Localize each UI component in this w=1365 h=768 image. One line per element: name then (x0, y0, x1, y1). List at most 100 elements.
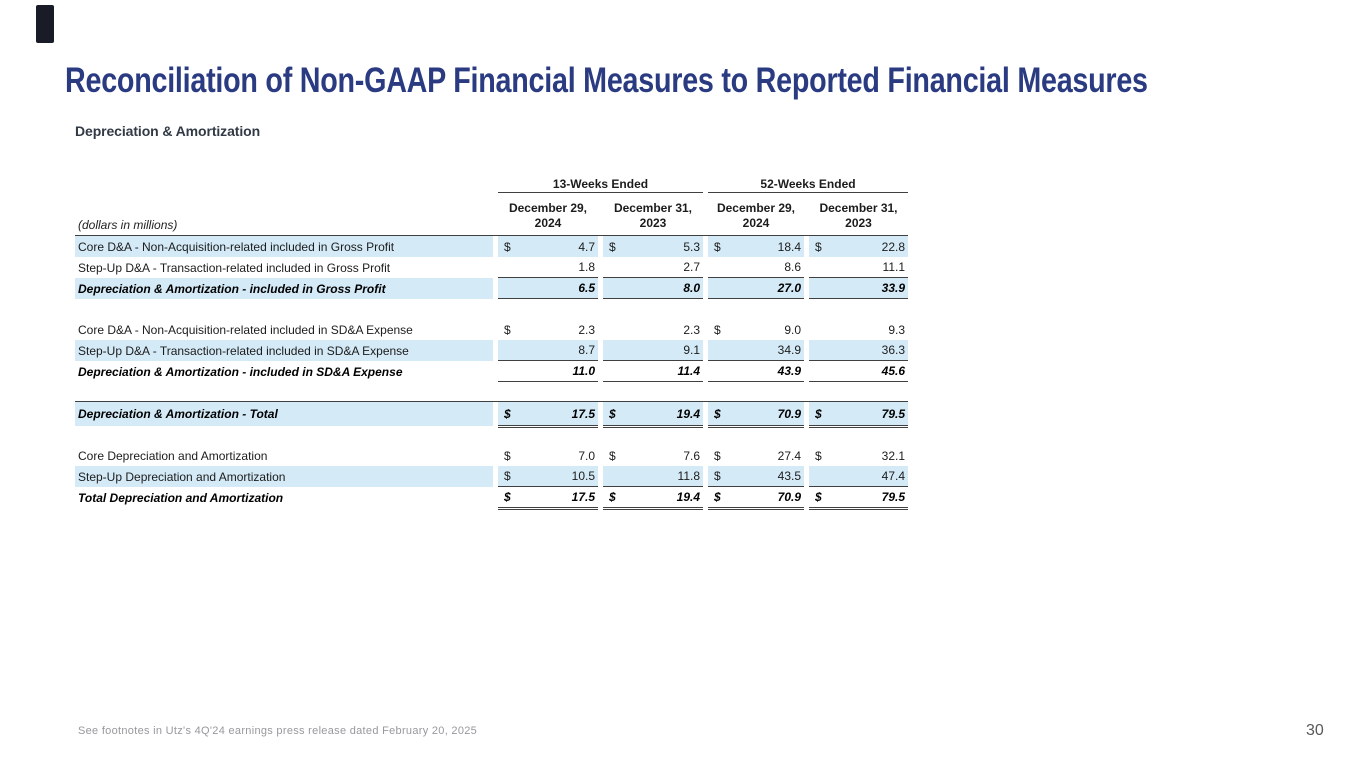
value-cell: 47.4 (809, 466, 908, 487)
dollar-sign: $ (714, 448, 721, 463)
section-spacer (75, 382, 908, 401)
row-label: Core Depreciation and Amortization (78, 448, 268, 463)
cell-value: 11.8 (677, 469, 700, 483)
value-cell: $17.5 (498, 487, 598, 510)
cell-value: 1.8 (578, 260, 595, 274)
dollar-sign: $ (609, 239, 616, 254)
value-cell: $22.8 (809, 236, 908, 257)
cell-value: 34.9 (777, 343, 801, 357)
table-row-total: Depreciation & Amortization - Total $17.… (75, 401, 908, 428)
value-cell: 11.0 (498, 361, 598, 382)
value-cell: $70.9 (708, 402, 804, 428)
col-header-3: December 29, 2024 (708, 193, 804, 235)
row-label: Core D&A - Non-Acquisition-related inclu… (78, 322, 413, 337)
col-header-line2: 2024 (742, 216, 770, 230)
cell-value: 4.7 (578, 239, 595, 254)
value-cell: 34.9 (708, 340, 804, 361)
table-row: Core Depreciation and Amortization $7.0 … (75, 445, 908, 466)
value-cell: 6.5 (498, 278, 598, 299)
cell-value: 43.5 (777, 469, 801, 483)
value-cell: $70.9 (708, 487, 804, 510)
cell-value: 70.9 (777, 406, 801, 421)
cell-value: 79.5 (881, 490, 905, 504)
value-cell: 8.6 (708, 257, 804, 278)
cell-value: 19.4 (676, 490, 700, 504)
value-cell: $19.4 (603, 487, 703, 510)
cell-value: 2.3 (683, 322, 700, 337)
dollar-sign: $ (714, 406, 721, 421)
cell-value: 8.0 (683, 281, 700, 295)
row-label: Depreciation & Amortization - included i… (75, 278, 493, 299)
row-label: Step-Up D&A - Transaction-related includ… (78, 260, 391, 275)
section-spacer (75, 299, 908, 319)
col-header-1: December 29, 2024 (498, 193, 598, 235)
dollar-sign: $ (714, 490, 721, 504)
cell-value: 11.1 (882, 260, 905, 274)
cell-value: 36.3 (881, 343, 905, 357)
cell-value: 9.0 (784, 322, 801, 337)
dollar-sign: $ (815, 448, 822, 463)
row-label: Core D&A - Non-Acquisition-related inclu… (75, 236, 493, 257)
row-label: Step-Up Depreciation and Amortization (75, 466, 493, 487)
dollar-sign: $ (504, 448, 511, 463)
value-cell: $43.5 (708, 466, 804, 487)
col-header-line1: December 29, (716, 201, 796, 215)
cell-value: 27.4 (777, 448, 801, 463)
value-cell: $27.4 (708, 445, 804, 466)
value-cell: 11.8 (603, 466, 703, 487)
col-header-4: December 31, 2023 (809, 193, 908, 235)
dollar-sign: $ (504, 239, 511, 254)
col-header-line2: 2023 (639, 216, 667, 230)
table-row: Core D&A - Non-Acquisition-related inclu… (75, 319, 908, 340)
cell-value: 33.9 (881, 281, 905, 295)
value-cell: $19.4 (603, 402, 703, 428)
cell-value: 5.3 (683, 239, 700, 254)
dollar-sign: $ (815, 406, 822, 421)
cell-value: 17.5 (571, 406, 595, 421)
table-group-header-row: 13-Weeks Ended 52-Weeks Ended (75, 177, 908, 193)
dollar-sign: $ (504, 322, 511, 337)
value-cell: 27.0 (708, 278, 804, 299)
page-number: 30 (1306, 722, 1324, 739)
cell-value: 2.3 (578, 322, 595, 337)
value-cell: $32.1 (809, 445, 908, 466)
cell-value: 47.4 (881, 469, 905, 483)
footnote: See footnotes in Utz's 4Q'24 earnings pr… (78, 725, 478, 737)
col-header-line2: 2024 (534, 216, 562, 230)
row-label: Depreciation & Amortization - Total (75, 402, 493, 426)
value-cell: 2.7 (603, 257, 703, 278)
cell-value: 18.4 (777, 239, 801, 254)
value-cell: $7.0 (498, 445, 598, 466)
value-cell: 9.1 (603, 340, 703, 361)
dollar-sign: $ (609, 490, 616, 504)
cell-value: 8.6 (784, 260, 801, 274)
cell-value: 7.6 (683, 448, 700, 463)
table-date-header-row: (dollars in millions) December 29, 2024 … (75, 193, 908, 236)
value-cell: $17.5 (498, 402, 598, 428)
cell-value: 2.7 (683, 260, 700, 274)
cell-value: 8.7 (578, 343, 595, 357)
value-cell: $2.3 (498, 319, 598, 340)
table-row: Core D&A - Non-Acquisition-related inclu… (75, 236, 908, 257)
value-cell: $9.0 (708, 319, 804, 340)
value-cell: 43.9 (708, 361, 804, 382)
cell-value: 17.5 (571, 490, 595, 504)
dollar-sign: $ (504, 406, 511, 421)
cell-value: 10.5 (571, 469, 595, 483)
col-group-52-weeks: 52-Weeks Ended (708, 177, 908, 193)
cell-value: 19.4 (676, 406, 700, 421)
reconciliation-table: 13-Weeks Ended 52-Weeks Ended (dollars i… (75, 177, 908, 510)
value-cell: 1.8 (498, 257, 598, 278)
dollar-sign: $ (815, 490, 822, 504)
dollar-sign: $ (815, 239, 822, 254)
dollar-sign: $ (714, 469, 721, 483)
table-row: Step-Up Depreciation and Amortization $1… (75, 466, 908, 487)
value-cell: $7.6 (603, 445, 703, 466)
row-label: Step-Up D&A - Transaction-related includ… (75, 340, 493, 361)
col-header-line1: December 31, (819, 201, 898, 215)
table-row-total: Total Depreciation and Amortization $17.… (75, 487, 908, 510)
dollar-sign: $ (714, 322, 721, 337)
empty-header-cell (75, 177, 493, 193)
col-header-2: December 31, 2023 (603, 193, 703, 235)
cell-value: 6.5 (578, 281, 595, 295)
